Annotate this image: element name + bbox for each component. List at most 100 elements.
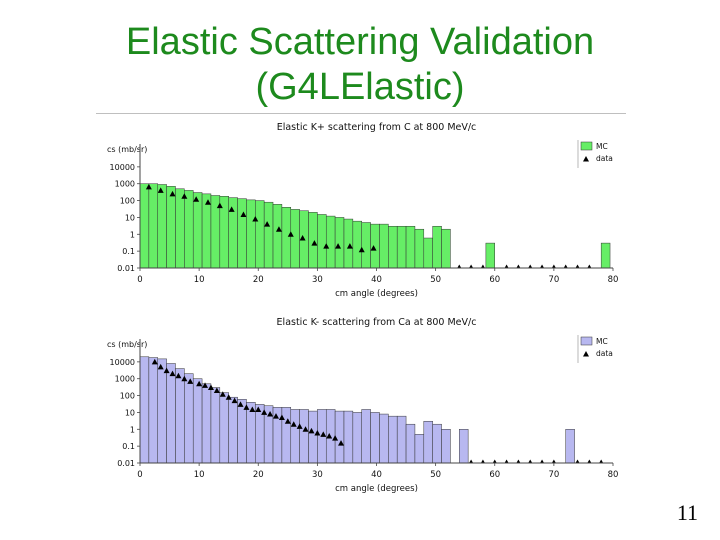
c1-x-tick-label: 30 bbox=[312, 470, 323, 480]
c1-y-tick-label: 0.01 bbox=[117, 459, 135, 468]
c1-data-point bbox=[219, 391, 226, 397]
c0-mc-bar bbox=[201, 193, 212, 269]
c0-y-tick-label: 1 bbox=[130, 230, 135, 239]
c0-mc-bar bbox=[228, 197, 238, 269]
c1-mc-bar bbox=[565, 429, 575, 464]
c1-y-axis-label: cs (mb/sr) bbox=[107, 340, 147, 349]
c0-data-point bbox=[216, 202, 223, 209]
c0-x-tick-label: 60 bbox=[489, 275, 500, 285]
c1-data-point bbox=[320, 431, 327, 437]
c1-mc-bar bbox=[281, 407, 292, 464]
c1-data-point bbox=[290, 421, 297, 427]
c0-data-point bbox=[311, 240, 318, 246]
c1-data-point bbox=[181, 375, 188, 382]
c1-data-point bbox=[207, 384, 214, 391]
c0-mc-bar bbox=[192, 192, 203, 269]
c0-baseline-marker bbox=[516, 264, 521, 268]
c0-x-tick-label: 0 bbox=[137, 275, 142, 285]
c0-mc-bar bbox=[166, 186, 176, 269]
title-divider bbox=[96, 113, 626, 114]
c0-baseline-marker bbox=[587, 264, 592, 268]
c0-mc-bar bbox=[379, 223, 389, 269]
c1-legend-data-marker bbox=[583, 351, 589, 357]
c0-x-axis-label: cm angle (degrees) bbox=[335, 289, 418, 299]
c1-mc-bar bbox=[166, 363, 176, 464]
c0-baseline-marker bbox=[563, 264, 568, 268]
c1-y-tick-label: 10000 bbox=[110, 358, 135, 367]
c0-mc-bar bbox=[423, 237, 433, 269]
c0-baseline-marker bbox=[469, 264, 474, 268]
c0-mc-bar bbox=[157, 184, 167, 269]
c0-data-point bbox=[323, 243, 330, 249]
c1-baseline-marker bbox=[587, 459, 592, 463]
c1-data-point bbox=[249, 406, 256, 412]
c1-data-point bbox=[243, 404, 250, 410]
c0-baseline-marker bbox=[575, 264, 580, 268]
c1-baseline-marker bbox=[551, 459, 556, 463]
c1-baseline-marker bbox=[528, 459, 533, 463]
c1-mc-bar bbox=[210, 387, 221, 464]
c0-mc-bar bbox=[290, 209, 300, 269]
c1-chart-title: Elastic K- scattering from Ca at 800 MeV… bbox=[277, 317, 477, 328]
c0-mc-bar bbox=[343, 218, 354, 269]
c1-y-tick-label: 10 bbox=[125, 408, 135, 417]
c0-data-point bbox=[204, 199, 211, 205]
c1-data-point bbox=[261, 409, 268, 415]
c1-baseline-marker bbox=[492, 459, 497, 463]
c0-mc-bar bbox=[432, 225, 442, 269]
c0-y-axis-label: cs (mb/sr) bbox=[107, 145, 147, 154]
c0-baseline-marker bbox=[480, 264, 485, 268]
c0-mc-bar bbox=[184, 190, 194, 269]
c0-mc-bar bbox=[272, 204, 283, 269]
c0-y-tick-label: 10000 bbox=[110, 163, 135, 172]
c1-mc-bar bbox=[459, 429, 469, 464]
slide-title-line-2: (G4LElastic) bbox=[255, 66, 465, 108]
c1-data-point bbox=[196, 380, 203, 387]
c1-mc-bar bbox=[228, 396, 238, 464]
c0-mc-bar bbox=[263, 201, 274, 269]
c1-mc-bar bbox=[299, 409, 309, 464]
c0-mc-bar bbox=[414, 228, 425, 269]
c1-data-point bbox=[237, 401, 244, 407]
c1-mc-bar bbox=[290, 409, 300, 464]
c1-mc-bar bbox=[379, 413, 389, 464]
c0-legend-mc-label: MC bbox=[596, 142, 608, 151]
c1-data-point bbox=[302, 426, 309, 432]
c1-x-tick-label: 70 bbox=[548, 470, 559, 480]
c1-data-point bbox=[272, 413, 279, 419]
c1-mc-bar bbox=[148, 357, 158, 464]
c1-x-tick-label: 40 bbox=[371, 470, 382, 480]
c1-data-point bbox=[332, 435, 339, 441]
c0-baseline-marker bbox=[504, 264, 509, 268]
c0-data-point bbox=[193, 196, 200, 202]
c0-mc-bar bbox=[352, 220, 362, 269]
c1-mc-bar bbox=[370, 412, 380, 464]
c0-x-tick-label: 40 bbox=[371, 275, 382, 285]
c0-data-point bbox=[370, 245, 377, 251]
c0-mc-bar bbox=[361, 222, 371, 269]
c1-mc-bar bbox=[192, 378, 203, 464]
c1-y-tick-label: 1 bbox=[130, 425, 135, 434]
c0-mc-bar bbox=[139, 183, 150, 269]
c0-x-tick-label: 70 bbox=[548, 275, 559, 285]
c0-data-point bbox=[335, 243, 342, 249]
c1-mc-bar bbox=[441, 429, 451, 464]
c0-mc-bar bbox=[317, 214, 327, 269]
c0-mc-bar bbox=[600, 242, 611, 269]
c0-mc-bar bbox=[255, 200, 265, 269]
chart-kminus-calcium: Elastic K- scattering from Ca at 800 MeV… bbox=[107, 317, 618, 494]
c0-data-point bbox=[240, 211, 247, 217]
c0-data-point bbox=[228, 206, 235, 212]
c0-data-point bbox=[181, 193, 188, 199]
c1-data-point bbox=[151, 358, 158, 365]
c1-mc-bar bbox=[157, 358, 167, 464]
c1-data-point bbox=[267, 411, 274, 417]
c0-mc-bar bbox=[246, 199, 256, 269]
c0-y-tick-label: 0.1 bbox=[122, 247, 135, 256]
c0-y-tick-label: 1000 bbox=[115, 180, 135, 189]
c0-x-tick-label: 10 bbox=[194, 275, 205, 285]
c0-mc-bar bbox=[370, 223, 380, 269]
c0-mc-bar bbox=[396, 225, 407, 269]
c1-data-point bbox=[326, 432, 333, 439]
c1-mc-bar bbox=[343, 410, 354, 464]
